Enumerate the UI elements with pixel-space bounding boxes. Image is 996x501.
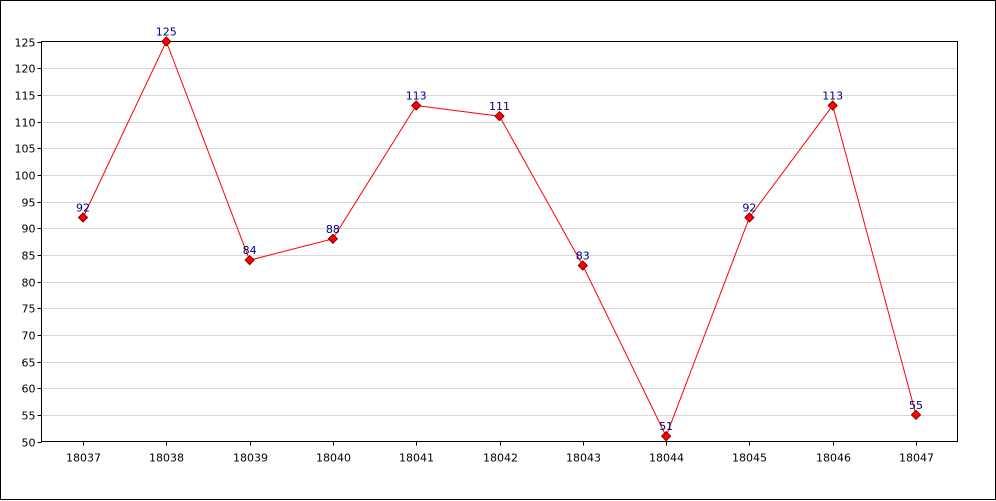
data-label: 113 (822, 90, 843, 103)
data-label: 55 (909, 399, 923, 412)
data-point-marker (410, 100, 422, 111)
y-axis: 50 55 60 65 70 75 80 85 90 95 100 105 110 115 120 125 (15, 37, 42, 450)
y-tick-label: 105 (15, 143, 36, 156)
data-point-marker (161, 36, 172, 47)
data-label: 51 (659, 420, 673, 433)
data-point-marker (577, 260, 589, 271)
y-tick-label: 100 (15, 170, 36, 183)
y-tick-label: 55 (22, 410, 36, 423)
x-tick-label: 18044 (649, 452, 684, 465)
y-tick-label: 115 (15, 90, 36, 103)
y-tick-label: 90 (22, 223, 36, 236)
x-tick-label: 18038 (149, 452, 184, 465)
data-point-marker (494, 110, 505, 122)
y-tick-label: 125 (15, 37, 36, 50)
data-point-marker (77, 212, 89, 223)
x-tick-label: 18041 (399, 452, 434, 465)
x-tick-label: 18046 (816, 452, 851, 465)
series-layer (77, 36, 922, 442)
y-tick-label: 120 (15, 63, 36, 76)
x-tick-label: 18040 (316, 452, 351, 465)
data-point-marker (827, 100, 838, 111)
x-tick-label: 18043 (566, 452, 601, 465)
grid-layer (41, 68, 958, 416)
data-point-marker (660, 430, 672, 442)
data-label: 88 (326, 223, 340, 236)
x-tick-label: 18042 (483, 452, 518, 465)
y-tick-label: 60 (22, 383, 36, 396)
data-label: 84 (243, 244, 257, 257)
y-tick-label: 95 (22, 197, 36, 210)
y-tick-label: 85 (22, 250, 36, 263)
data-point-marker (327, 233, 339, 245)
y-tick-label: 70 (22, 330, 36, 343)
y-tick-label: 80 (22, 277, 36, 290)
y-tick-label: 65 (22, 357, 36, 370)
x-tick-label: 18037 (66, 452, 101, 465)
data-label: 113 (406, 90, 427, 103)
data-labels: 92 125 84 88 113 111 83 51 92 113 55 (76, 26, 923, 434)
data-label: 92 (742, 202, 756, 215)
data-point-marker (244, 254, 255, 266)
y-tick-label: 50 (22, 437, 36, 450)
data-label: 111 (489, 100, 510, 113)
plot-area (41, 41, 958, 442)
y-tick-label: 110 (15, 117, 36, 130)
data-label: 83 (576, 250, 590, 263)
x-tick-label: 18047 (899, 452, 934, 465)
data-label: 92 (76, 202, 90, 215)
y-tick-label: 75 (22, 303, 36, 316)
data-label: 125 (156, 26, 177, 39)
x-tick-label: 18039 (233, 452, 268, 465)
data-point-marker (744, 212, 755, 223)
x-tick-label: 18045 (732, 452, 767, 465)
data-point-marker (910, 409, 922, 421)
x-axis: 18037 18038 18039 18040 18041 18042 18043 18044… (66, 441, 934, 465)
